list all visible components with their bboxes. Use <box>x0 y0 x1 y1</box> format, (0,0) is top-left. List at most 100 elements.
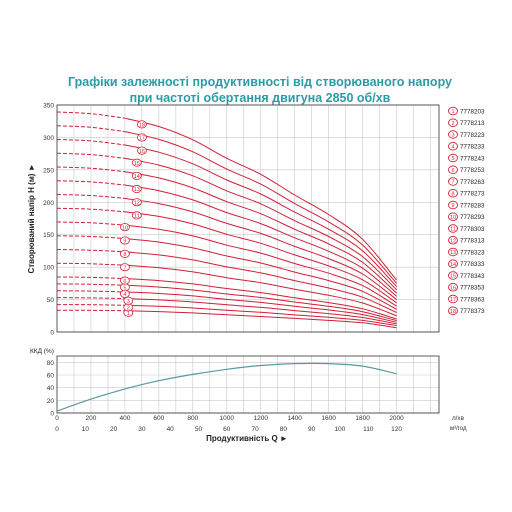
curve-label-marker <box>131 198 142 207</box>
legend-marker <box>448 177 458 186</box>
x-tick-m3h: 40 <box>167 426 175 433</box>
head-curve-dashed-7 <box>56 262 125 266</box>
head-curve-dashed-6 <box>56 276 125 280</box>
curve-number-label: 14 <box>134 174 140 180</box>
eff-y-tick-label: 60 <box>47 373 55 380</box>
x-tick-m3h: 120 <box>391 426 402 433</box>
curve-label-marker <box>136 120 147 129</box>
legend-marker <box>448 224 458 233</box>
legend-model-label: 7778343 <box>460 273 485 280</box>
head-curve-15 <box>124 157 397 291</box>
curve-label-marker <box>131 158 142 167</box>
x-tick-m3h: 90 <box>308 426 316 433</box>
legend-number: 5 <box>451 156 454 162</box>
legend-number: 8 <box>451 191 454 197</box>
head-curve-8 <box>124 251 397 313</box>
x-tick-lpm: 1800 <box>355 415 370 422</box>
head-curve-dashed-14 <box>56 166 125 173</box>
curve-number-label: 15 <box>134 161 140 167</box>
legend-number: 11 <box>450 227 456 233</box>
curve-label-marker <box>131 185 142 194</box>
legend-marker <box>448 247 458 257</box>
x-tick-m3h: 70 <box>251 426 259 433</box>
legend-number: 2 <box>451 121 454 127</box>
head-curve-dashed-3 <box>56 297 125 300</box>
head-curve-dashed-2 <box>56 304 125 306</box>
eff-y-tick-label: 40 <box>47 385 55 392</box>
x-tick-lpm: 1400 <box>287 415 302 422</box>
x-tick-lpm: 0 <box>55 415 59 422</box>
curve-number-label: 18 <box>139 123 145 129</box>
legend-number: 4 <box>451 144 454 150</box>
legend-model-label: 7778243 <box>460 155 485 162</box>
x-tick-lpm: 800 <box>187 415 198 422</box>
legend-number: 13 <box>450 250 456 256</box>
legend-marker <box>448 165 458 174</box>
curve-number-label: 13 <box>134 187 140 193</box>
curve-number-label: 17 <box>139 136 145 142</box>
head-curve-14 <box>124 171 397 294</box>
x-tick-lpm: 1600 <box>321 415 336 422</box>
legend-model-label: 7778263 <box>460 179 485 186</box>
head-curve-7 <box>124 264 397 317</box>
legend-marker <box>448 212 458 221</box>
legend-number: 9 <box>451 203 454 209</box>
head-curve-6 <box>124 278 397 320</box>
curve-number-label: 9 <box>123 239 126 245</box>
curve-number-label: 7 <box>123 265 126 271</box>
legend-model-label: 7778223 <box>460 132 485 139</box>
curve-number-label: 10 <box>122 225 128 231</box>
legend-model-label: 7778323 <box>460 249 485 256</box>
x-tick-m3h: 80 <box>280 426 288 433</box>
legend-number: 17 <box>450 297 456 303</box>
efficiency-axis-label: ККД (%) <box>30 348 54 355</box>
curve-label-marker <box>131 171 142 180</box>
x-axis-label: Продуктивність Q ► <box>206 434 288 443</box>
x-unit-lpm: л/хв <box>452 415 465 422</box>
legend-marker <box>448 294 458 304</box>
legend-model-label: 7778253 <box>460 167 485 174</box>
legend-marker <box>448 259 458 269</box>
head-curve-dashed-5 <box>56 283 125 286</box>
legend-model-label: 7778353 <box>460 285 485 292</box>
x-tick-m3h: 60 <box>223 426 231 433</box>
x-unit-m3h: м³/год <box>450 426 467 432</box>
curve-number-label: 6 <box>123 279 126 285</box>
x-tick-m3h: 30 <box>138 426 146 433</box>
curve-label-marker <box>136 133 147 142</box>
legend-model-label: 7778273 <box>460 191 485 198</box>
head-curve-4 <box>124 291 397 323</box>
x-tick-m3h: 0 <box>55 426 59 433</box>
head-curve-dashed-16 <box>56 139 125 146</box>
legend-number: 1 <box>451 109 454 115</box>
x-tick-lpm: 200 <box>86 415 97 422</box>
x-tick-m3h: 110 <box>363 426 374 433</box>
legend-marker <box>448 235 458 245</box>
curve-label-marker <box>120 223 130 232</box>
curve-label-marker <box>120 236 130 245</box>
curve-label-marker <box>120 276 130 285</box>
x-tick-m3h: 20 <box>110 426 118 433</box>
legend-number: 6 <box>451 168 454 174</box>
legend-number: 15 <box>450 274 456 280</box>
y-tick-label: 0 <box>50 330 54 337</box>
legend-marker <box>448 130 458 139</box>
curve-number-label: 1 <box>127 311 130 317</box>
legend-model-label: 7778313 <box>460 238 485 245</box>
head-curve-13 <box>124 184 397 297</box>
x-tick-lpm: 2000 <box>389 415 404 422</box>
x-tick-lpm: 1200 <box>253 415 268 422</box>
efficiency-curve <box>56 362 397 412</box>
legend-marker <box>448 106 458 116</box>
y-tick-label: 100 <box>43 265 54 272</box>
legend-number: 10 <box>450 215 456 221</box>
curve-label-marker <box>136 146 147 155</box>
efficiency-plot-frame <box>56 355 440 414</box>
head-curve-11 <box>124 211 397 304</box>
legend-marker <box>448 141 458 151</box>
y-tick-label: 350 <box>43 103 54 110</box>
head-curve-18 <box>124 117 397 281</box>
legend-model-label: 7778233 <box>460 144 485 151</box>
x-tick-m3h: 100 <box>335 426 346 433</box>
